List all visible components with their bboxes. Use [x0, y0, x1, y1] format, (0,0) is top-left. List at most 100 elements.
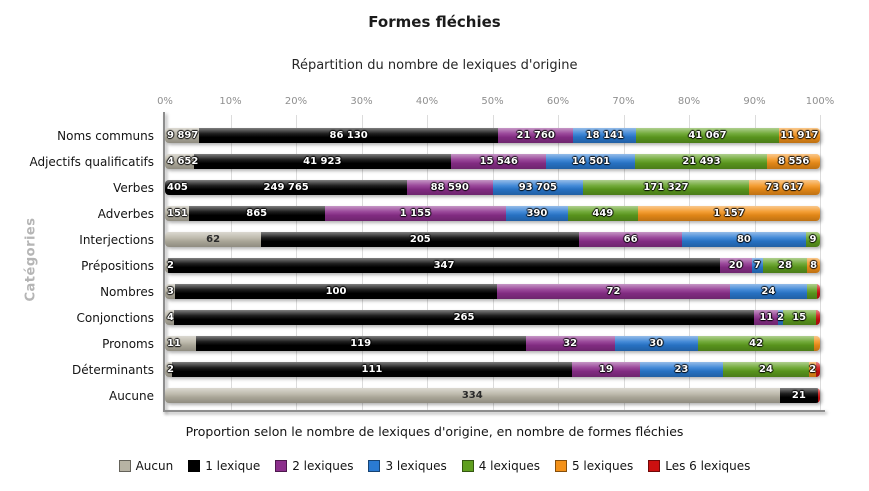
legend-item: Aucun: [118, 459, 174, 473]
segment-value-label: 18 141: [585, 130, 624, 141]
bar-segment: 171 327: [583, 180, 749, 195]
stacked-bar: 2 347 20 7 28 8: [165, 258, 820, 273]
segment-value-label: 80: [736, 234, 751, 245]
bar-segment: 100: [174, 284, 498, 299]
bar-segment: 2: [165, 362, 174, 377]
segment-value-label: 24: [759, 364, 773, 375]
stacked-bar: 62 205 66 80 9: [165, 232, 820, 247]
x-axis-line: [163, 410, 825, 412]
bar-row: 3 100 72 24: [165, 279, 820, 305]
bar-segment: 2: [809, 362, 817, 377]
bar-row: 405 249 765 88 590 93 705 171 327 73 617: [165, 175, 820, 201]
legend-item: 1 lexique: [188, 459, 260, 473]
bar-segment: 62: [165, 232, 262, 247]
bar-segment: 865: [188, 206, 325, 221]
segment-value-label: 111: [361, 364, 383, 375]
segment-value-label: 30: [649, 338, 664, 349]
bar-segment: [816, 284, 820, 299]
segment-value-label: 32: [563, 338, 578, 349]
segment-value-label: 265: [453, 312, 475, 323]
segment-value-label: 2: [777, 312, 785, 323]
x-axis-tick: 60%: [546, 96, 570, 107]
legend-swatch: [461, 460, 474, 472]
bar-segment: 15 546: [450, 154, 547, 169]
segment-value-label: 9 897: [167, 130, 199, 141]
bar-segment: 7: [751, 258, 763, 273]
bar-segment: 390: [506, 206, 568, 221]
category-label: Prépositions: [81, 259, 154, 273]
segment-value-label: 171 327: [643, 182, 689, 193]
segment-value-label: 390: [526, 208, 548, 219]
bar-segment: 41 067: [636, 128, 779, 143]
legend-label: 2 lexiques: [292, 459, 354, 473]
legend-swatch: [118, 460, 131, 472]
segment-value-label: 21 760: [516, 130, 555, 141]
bar-segment: 21 760: [497, 128, 574, 143]
segment-value-label: 7: [753, 260, 761, 271]
stacked-bar: 9 897 86 130 21 760 18 141 41 067 11 917: [165, 128, 820, 143]
y-axis-line: [163, 112, 165, 412]
segment-value-label: 11 917: [780, 130, 819, 141]
bar-row: 62 205 66 80 9: [165, 227, 820, 253]
segment-value-label: 249 765: [263, 182, 309, 193]
bar-segment: 21: [779, 388, 819, 403]
x-axis-tick: 100%: [805, 96, 835, 107]
plot-area: 9 897 86 130 21 760 18 141 41 067 11 917 4 652…: [165, 115, 821, 410]
legend-item: 3 lexiques: [368, 459, 447, 473]
bar-segment: 1 157: [638, 206, 820, 221]
category-label: Noms communs: [57, 129, 154, 143]
bar-row: 2 111 19 23 24 2: [165, 357, 820, 383]
bar-segment: 73 617: [748, 180, 820, 195]
category-label: Verbes: [113, 181, 154, 195]
bar-segment: 23: [640, 362, 723, 377]
bar-segment: [815, 310, 820, 325]
segment-value-label: 41 923: [303, 156, 342, 167]
segment-value-label: 88 590: [430, 182, 469, 193]
segment-value-label: 449: [592, 208, 614, 219]
bar-segment: 14 501: [546, 154, 636, 169]
x-axis-tick: 40%: [415, 96, 439, 107]
legend-label: Aucun: [135, 459, 174, 473]
x-axis-tick: 90%: [743, 96, 766, 107]
legend-item: Les 6 lexiques: [648, 459, 750, 473]
segment-value-label: 66: [623, 234, 638, 245]
bar-segment: 32: [525, 336, 615, 351]
category-label: Interjections: [79, 233, 154, 247]
bar-segment: 347: [168, 258, 720, 273]
bar-segment: [816, 362, 820, 377]
legend-swatch: [368, 460, 381, 472]
bar-segment: 205: [261, 232, 580, 247]
bar-row: 4 265 11 2 15: [165, 305, 820, 331]
segment-value-label: 1 155: [399, 208, 432, 219]
bar-segment: [818, 388, 820, 403]
segment-value-label: 347: [433, 260, 455, 271]
x-axis-tick: 70%: [612, 96, 635, 107]
segment-value-label: 205: [409, 234, 431, 245]
category-label: Pronoms: [102, 337, 154, 351]
stacked-bar: 334 21: [165, 388, 820, 403]
x-axis-tick: 80%: [677, 96, 701, 107]
segment-value-label: 41 067: [688, 130, 727, 141]
bar-segment: 18 141: [573, 128, 637, 143]
segment-value-label: 11: [759, 312, 774, 323]
bar-segment: 28: [762, 258, 808, 273]
stacked-bar: 2 111 19 23 24 2: [165, 362, 820, 377]
bar-segment: 15: [782, 310, 816, 325]
bar-segment: 11 917: [778, 128, 820, 143]
bar-segment: 41 923: [193, 154, 451, 169]
segment-value-label: 11: [167, 338, 181, 349]
bar-segment: 11: [754, 310, 779, 325]
x-axis: 0% 10% 20% 30% 40% 50% 60% 70% 80% 90% 100%: [157, 96, 834, 110]
stacked-bar: 4 265 11 2 15: [165, 310, 820, 325]
segment-value-label: 9: [809, 234, 817, 245]
bar-segment: 86 130: [199, 128, 498, 143]
segment-value-label: 4: [167, 312, 174, 323]
chart-subtitle: Répartition du nombre de lexiques d'orig…: [291, 58, 578, 73]
bar-segment: 8 556: [767, 154, 820, 169]
bar-segment: 93 705: [492, 180, 584, 195]
bar-row: 151 865 1 155 390 449 1 157: [165, 201, 820, 227]
segment-value-label: 21: [791, 390, 806, 401]
bar-segment: 42: [697, 336, 815, 351]
segment-value-label: 24: [761, 286, 776, 297]
x-axis-tick: 50%: [481, 96, 504, 107]
